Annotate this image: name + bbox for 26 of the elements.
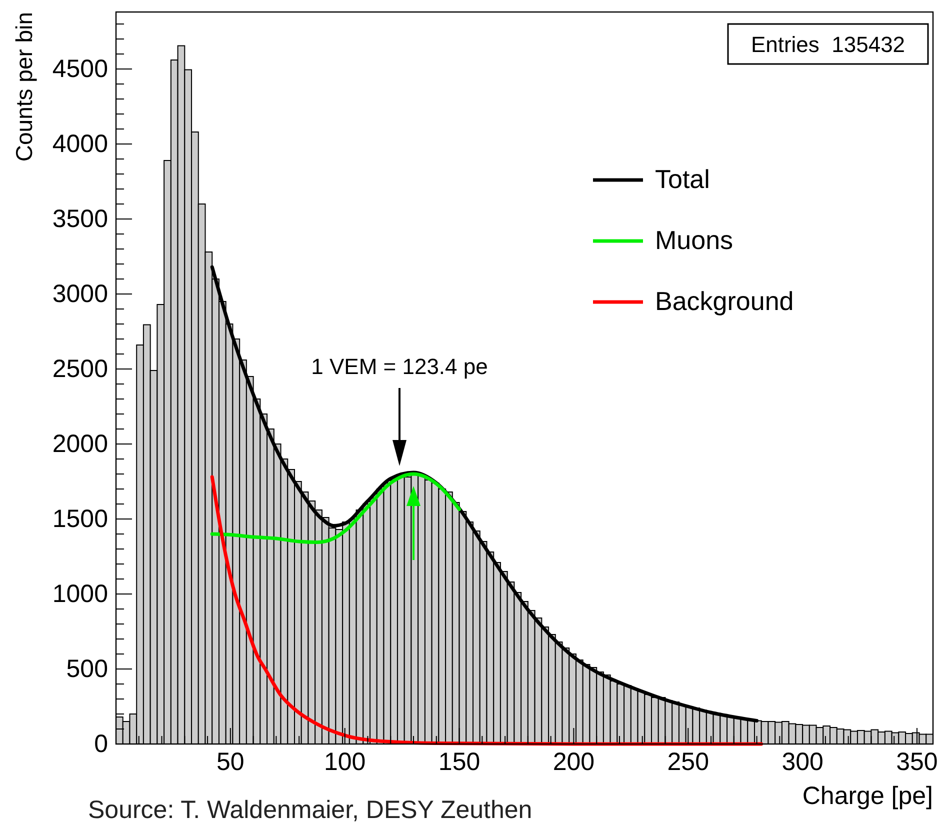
legend-label: Muons [655,225,734,255]
annotation: Entries 135432 [750,32,906,57]
y-tick-label: 4000 [52,130,108,158]
x-tick-label: 200 [552,748,595,776]
x-tick-label: 150 [438,748,480,776]
y-tick-label: 0 [94,730,108,758]
y-axis-title: Counts per bin [11,12,37,162]
legend-label: Total [655,164,710,194]
source-note: Source: T. Waldenmaier, DESY Zeuthen [88,796,532,824]
legend-label: Background [655,286,794,316]
y-tick-label: 2000 [52,430,108,458]
y-tick-label: 3500 [52,205,108,233]
x-tick-label: 50 [216,748,244,776]
line-series [210,472,462,544]
y-tick-label: 4500 [52,55,108,83]
y-tick-label: 500 [66,655,108,683]
x-tick-label: 300 [782,748,824,776]
x-tick-label: 250 [667,748,709,776]
x-axis-title: Charge [pe] [802,782,933,810]
x-tick-label: 100 [324,748,366,776]
y-tick-label: 2500 [52,355,108,383]
y-tick-label: 1500 [52,505,108,533]
y-tick-label: 1000 [52,580,108,608]
x-tick-label: 350 [896,748,938,776]
y-tick-label: 3000 [52,280,108,308]
annotation: 1 VEM = 123.4 pe [311,354,488,379]
